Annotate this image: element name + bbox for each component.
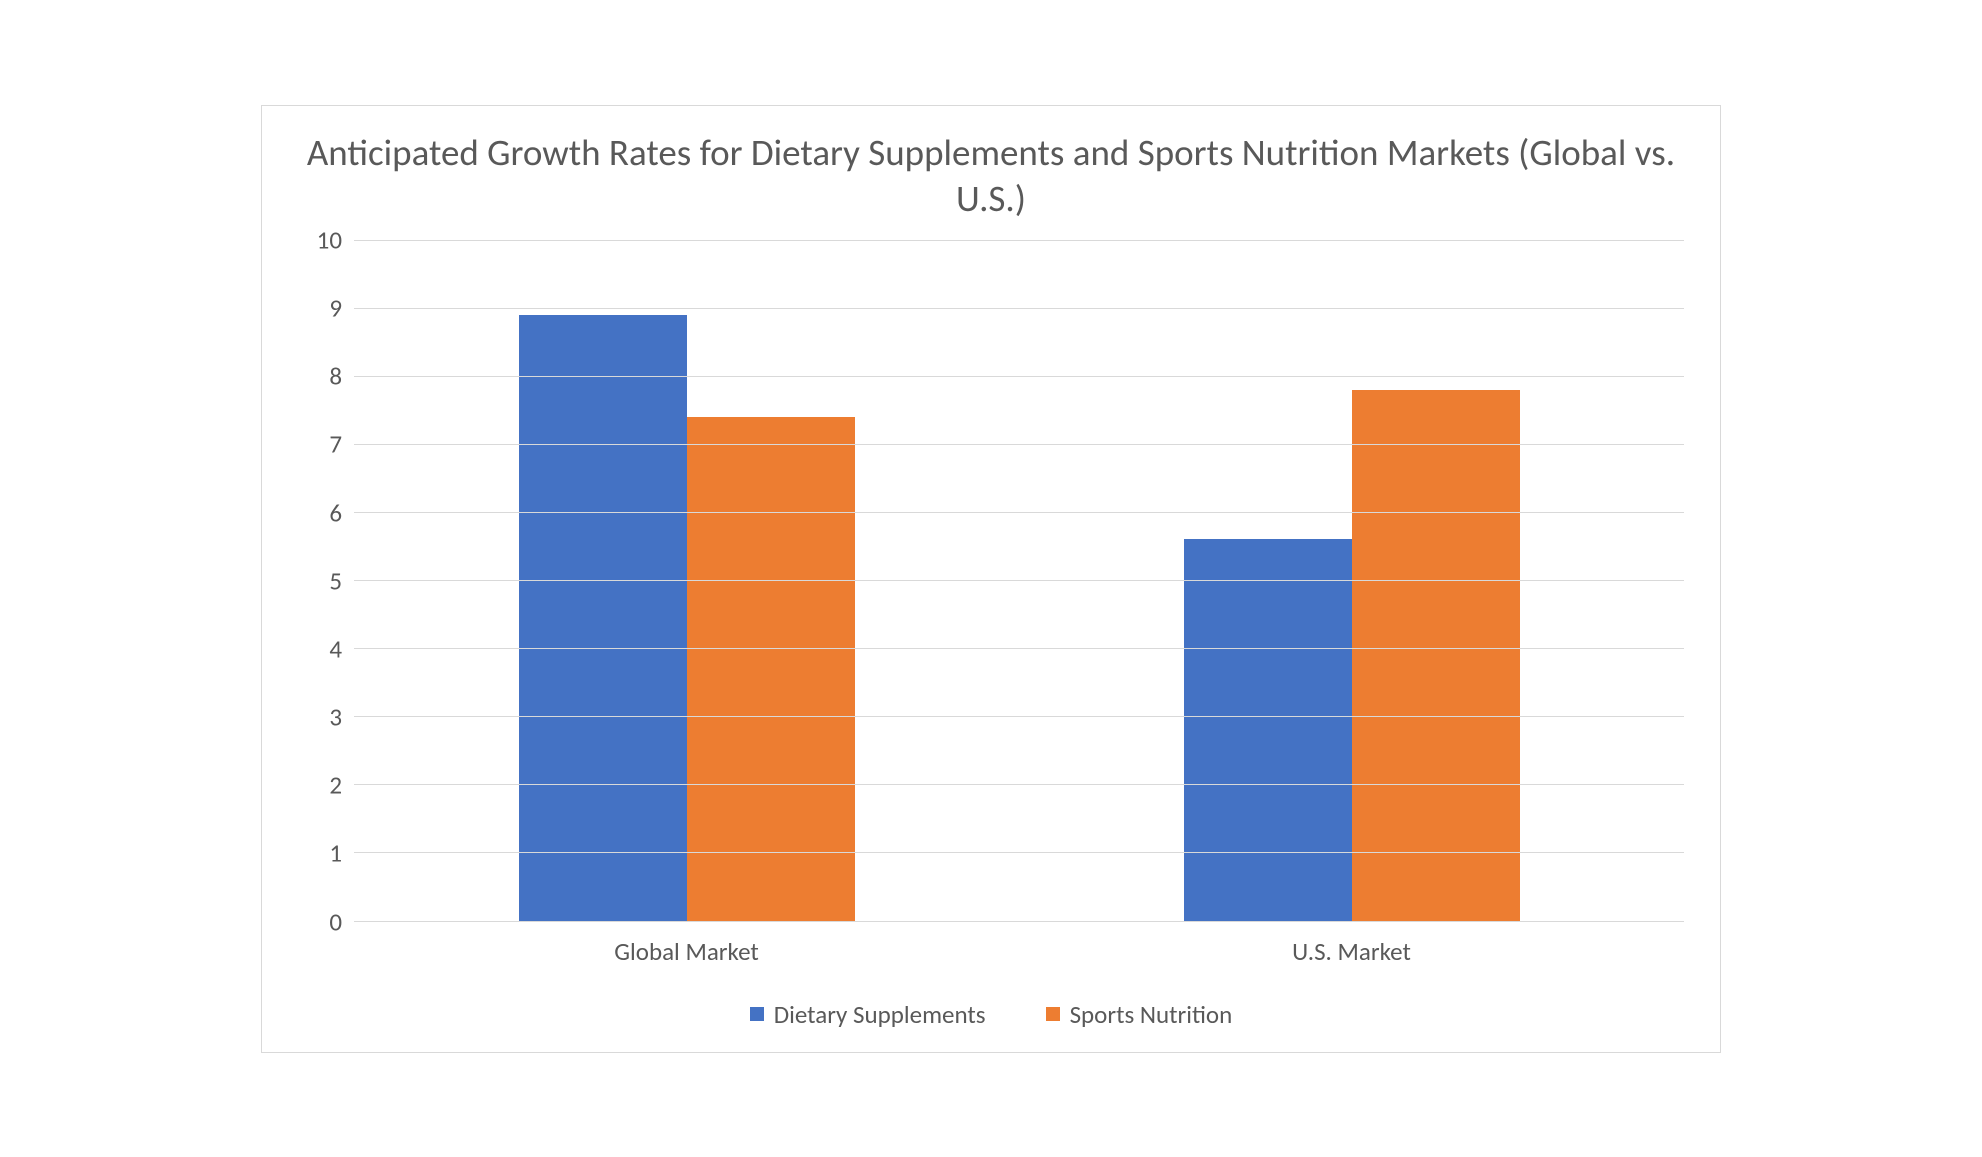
y-tick-label: 0 xyxy=(329,906,342,937)
y-tick-label: 7 xyxy=(329,429,342,460)
y-tick-label: 6 xyxy=(329,497,342,528)
legend-label: Dietary Supplements xyxy=(774,999,986,1030)
chart-title: Anticipated Growth Rates for Dietary Sup… xyxy=(298,130,1684,223)
legend-label: Sports Nutrition xyxy=(1070,999,1233,1030)
bar xyxy=(1184,539,1352,920)
y-tick-label: 10 xyxy=(317,225,342,256)
chart-container: Anticipated Growth Rates for Dietary Sup… xyxy=(261,105,1721,1053)
plot-area xyxy=(354,240,1684,922)
gridline xyxy=(354,716,1684,717)
gridline xyxy=(354,784,1684,785)
gridline xyxy=(354,580,1684,581)
y-tick-label: 1 xyxy=(329,838,342,869)
gridline xyxy=(354,512,1684,513)
x-category-label: Global Market xyxy=(354,936,1019,967)
x-category-label: U.S. Market xyxy=(1019,936,1684,967)
y-tick-label: 4 xyxy=(329,633,342,664)
gridline xyxy=(354,852,1684,853)
gridline xyxy=(354,308,1684,309)
legend-item: Dietary Supplements xyxy=(750,999,986,1030)
y-tick-label: 2 xyxy=(329,770,342,801)
gridline xyxy=(354,240,1684,241)
bar xyxy=(519,315,687,921)
y-axis: 012345678910 xyxy=(298,240,354,922)
gridline xyxy=(354,648,1684,649)
y-tick-label: 3 xyxy=(329,702,342,733)
bar xyxy=(1352,390,1520,921)
plot-row: 012345678910 xyxy=(298,240,1684,922)
gridline xyxy=(354,376,1684,377)
legend-swatch xyxy=(1046,1007,1060,1021)
legend-item: Sports Nutrition xyxy=(1046,999,1233,1030)
legend: Dietary Supplements Sports Nutrition xyxy=(298,967,1684,1030)
y-tick-label: 8 xyxy=(329,361,342,392)
bar xyxy=(687,417,855,921)
y-tick-label: 9 xyxy=(329,293,342,324)
y-tick-label: 5 xyxy=(329,565,342,596)
gridline xyxy=(354,444,1684,445)
x-axis: Global MarketU.S. Market xyxy=(354,922,1684,967)
legend-swatch xyxy=(750,1007,764,1021)
